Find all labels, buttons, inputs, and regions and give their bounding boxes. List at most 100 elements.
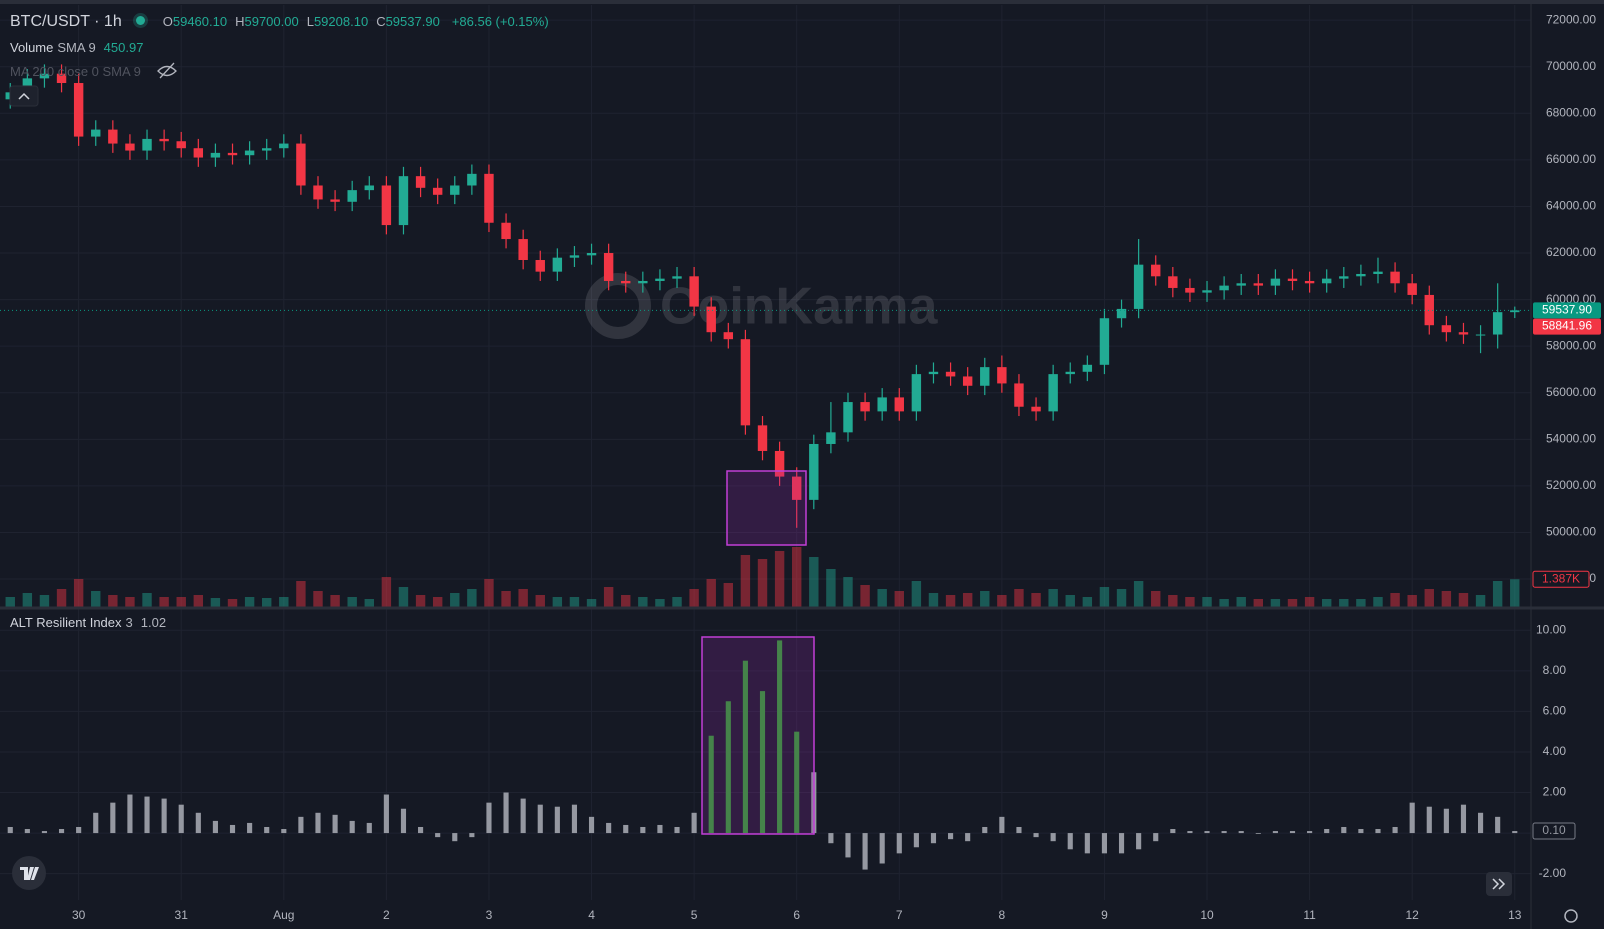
candle-body: [73, 83, 84, 137]
legend-name[interactable]: ALT Resilient Index: [10, 615, 122, 630]
volume-bar: [227, 599, 238, 607]
index-bar: [1067, 833, 1073, 850]
volume-bar: [450, 593, 460, 607]
volume-bar: [1492, 581, 1503, 607]
collapse-button[interactable]: [9, 85, 39, 107]
index-bar: [1409, 802, 1415, 834]
labels: 48000.0050000.0052000.0054000.0056000.00…: [72, 12, 1601, 922]
volume-label: 1.387K: [1542, 571, 1580, 585]
candle-body: [1065, 371, 1075, 375]
volume-bar: [432, 597, 443, 607]
x-tick-label: 2: [383, 908, 390, 922]
y-tick-label: 10.00: [1536, 622, 1566, 636]
volume-bar: [621, 595, 631, 607]
x-tick-label: 30: [72, 908, 86, 922]
index-bar: [1101, 833, 1108, 854]
volume-bar: [1321, 599, 1332, 607]
index-bar: [435, 833, 441, 838]
volume-bar: [39, 595, 50, 607]
volume-bar: [415, 595, 426, 607]
volume-bar: [347, 597, 357, 607]
candle-body: [227, 152, 238, 156]
candle-body: [1253, 283, 1264, 286]
y-tick-label: 2.00: [1543, 785, 1567, 799]
candle-body: [843, 402, 853, 433]
candle-body: [398, 176, 409, 226]
volume-bar: [1151, 591, 1161, 607]
index-bar: [1118, 833, 1125, 854]
index-bar: [1187, 831, 1193, 834]
candle-body: [193, 148, 204, 158]
y-tick-label: 6.00: [1543, 704, 1567, 718]
index-bar: [452, 833, 458, 842]
scroll-icon: [1492, 878, 1506, 890]
volume-bar: [484, 579, 494, 607]
volume-bar: [159, 597, 169, 607]
legend-value: 1.02: [140, 615, 167, 630]
volume-bar: [1048, 589, 1058, 607]
symbol[interactable]: BTC/USDT · 1h: [10, 13, 122, 30]
volume-bar: [1168, 595, 1178, 607]
candle-body: [1133, 264, 1144, 309]
index-bar: [1392, 826, 1398, 834]
candle-body: [1031, 406, 1041, 412]
candle-body: [1151, 264, 1161, 277]
volume-bar: [1031, 593, 1041, 607]
candle-body: [347, 190, 357, 202]
candle-body: [774, 450, 785, 477]
volume-bar: [210, 598, 221, 607]
volume-bar: [1424, 589, 1434, 607]
candle-body: [740, 339, 751, 426]
candle-body: [1492, 312, 1503, 335]
volume-bar: [193, 595, 204, 607]
index-bar: [520, 798, 526, 834]
x-tick-label: 6: [793, 908, 800, 922]
index-bar: [982, 826, 988, 834]
volume-bar: [176, 597, 186, 607]
volume-bar: [330, 595, 340, 607]
volume-bar: [1475, 595, 1486, 607]
y-tick-label: -2.00: [1539, 866, 1567, 880]
candle-body: [1373, 271, 1383, 274]
candle-body: [535, 260, 545, 272]
watermark: CoinKarma: [660, 278, 938, 336]
y-tick-label: 70000.00: [1546, 59, 1596, 73]
y-tick-label: 68000.00: [1546, 105, 1596, 119]
visibility-icon[interactable]: [157, 62, 177, 79]
volume-bar: [73, 579, 84, 607]
index-bar: [725, 701, 731, 834]
candle-body: [56, 73, 67, 84]
settings-button[interactable]: [1564, 909, 1578, 923]
index-bar: [144, 796, 150, 834]
y-tick-label: 56000.00: [1546, 385, 1596, 399]
highlight-box: [726, 470, 807, 546]
price-label-box: [1533, 302, 1601, 319]
candle-body: [1321, 278, 1332, 284]
volume-bar: [1407, 595, 1417, 607]
index-bar: [571, 804, 578, 834]
volume-bar: [501, 591, 511, 607]
ohlc-label: H: [235, 14, 245, 29]
index-bar: [742, 660, 748, 834]
volume-bar: [1099, 587, 1110, 607]
index-bar: [264, 826, 270, 834]
x-tick-label: 4: [588, 908, 595, 922]
legend-name[interactable]: MA 200 close 0 SMA 9: [10, 64, 141, 79]
volume-bar: [279, 597, 289, 607]
volume-bar: [381, 577, 392, 607]
legend-name[interactable]: Volume: [10, 40, 54, 55]
volume-bar: [1185, 597, 1195, 607]
candle-body: [364, 185, 374, 191]
index-bar: [948, 833, 954, 840]
volume-bar: [706, 579, 716, 607]
index-bar: [999, 816, 1005, 834]
highlight-box: [701, 636, 815, 835]
index-bar: [76, 826, 82, 834]
candle-body: [296, 143, 306, 186]
volume-bar: [877, 589, 887, 607]
index-bar: [127, 794, 133, 834]
index-bar: [7, 826, 13, 834]
candle-body: [723, 332, 734, 340]
